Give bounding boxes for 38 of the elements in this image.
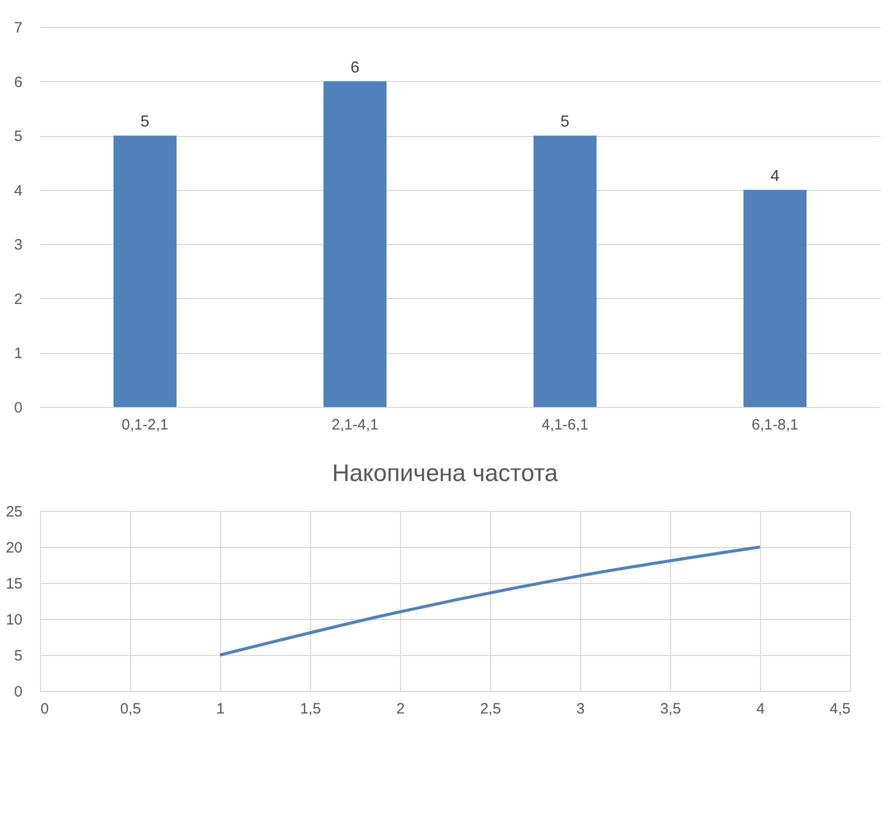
y-tick-label: 6 — [14, 74, 22, 91]
x-tick-label: 2,1-4,1 — [332, 416, 378, 434]
data-label: 5 — [560, 114, 570, 131]
x-tick-label: 4,5 — [830, 700, 850, 718]
x-tick-label: 2,5 — [480, 700, 501, 718]
data-label: 6 — [350, 59, 360, 76]
x-tick-label: 0,5 — [120, 700, 141, 718]
line-series — [218, 546, 762, 656]
x-tick-label: 4 — [756, 700, 765, 718]
y-tick-label: 15 — [6, 576, 22, 592]
y-tick-label: 3 — [14, 236, 22, 254]
data-label: 5 — [140, 114, 150, 131]
y-tick-label: 2 — [14, 290, 22, 308]
y-tick-label: 5 — [14, 648, 22, 664]
x-tick-label: 0 — [40, 700, 49, 718]
x-tick-label: 1 — [216, 700, 225, 718]
y-tick-label: 10 — [6, 612, 22, 628]
x-tick-label: 6,1-8,1 — [752, 416, 798, 434]
chart-title: Накопичена частота — [332, 460, 559, 487]
x-tick-label: 4,1-6,1 — [542, 416, 588, 434]
x-tick-label: 3,5 — [660, 700, 681, 718]
x-tick-label: 1,5 — [300, 700, 321, 718]
y-tick-label: 25 — [6, 504, 22, 520]
bar — [744, 190, 806, 407]
y-tick-label: 1 — [14, 345, 22, 362]
bar — [534, 136, 596, 407]
x-tick-label: 3 — [576, 700, 585, 718]
y-tick-label: 4 — [14, 182, 22, 200]
bar — [324, 81, 386, 407]
y-tick-label: 0 — [14, 400, 22, 416]
bar — [114, 136, 176, 407]
data-label: 4 — [770, 168, 780, 185]
y-tick-label: 20 — [6, 540, 22, 556]
y-tick-label: 5 — [14, 128, 22, 146]
y-tick-label: 0 — [14, 684, 22, 700]
y-tick-label: 7 — [14, 20, 22, 36]
x-tick-label: 2 — [396, 700, 405, 718]
x-tick-label: 0,1-2,1 — [122, 416, 168, 434]
